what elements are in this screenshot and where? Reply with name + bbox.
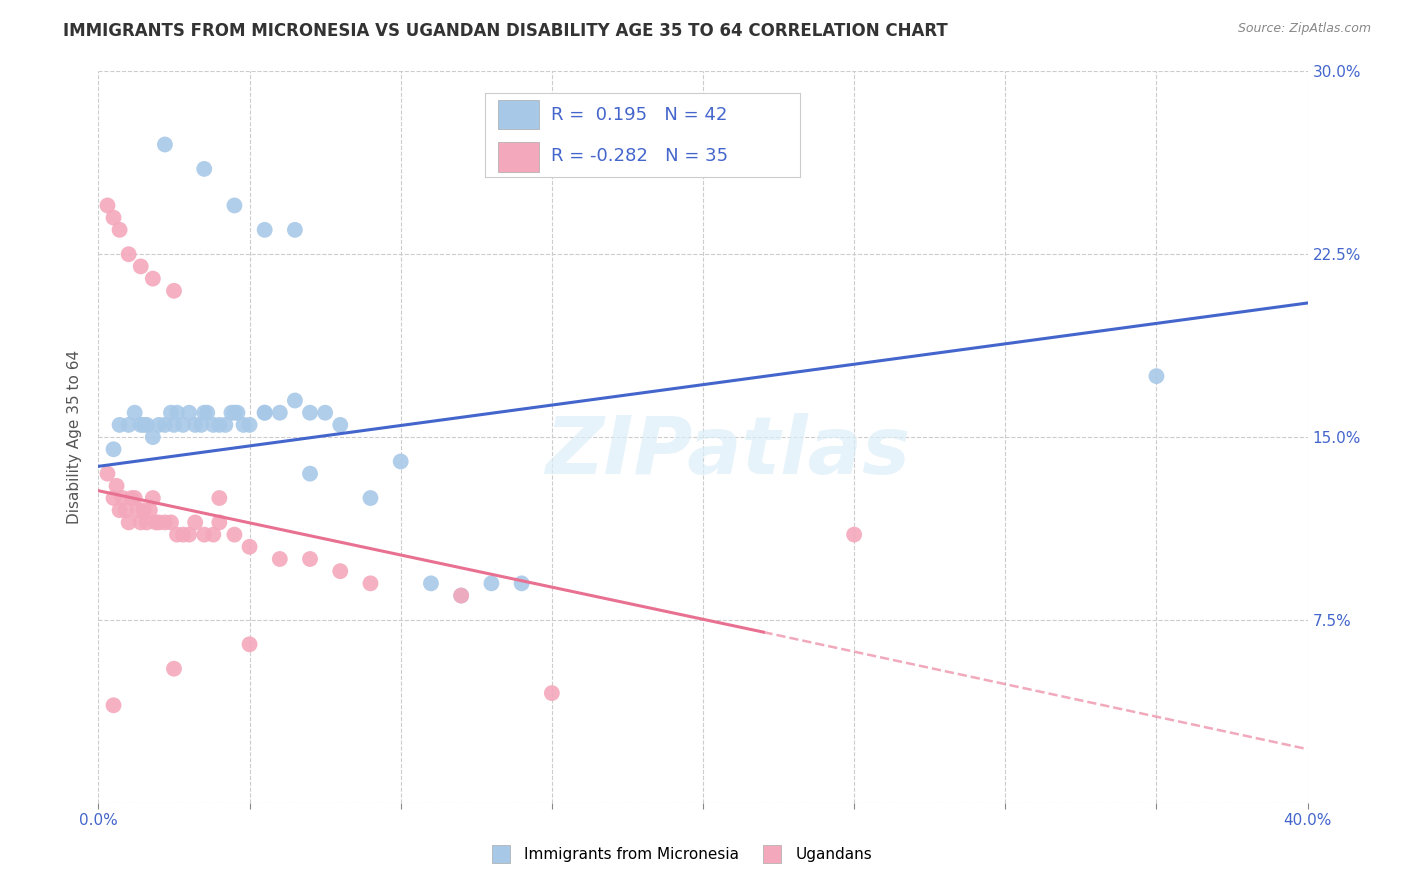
Point	[224, 198, 246, 212]
Y-axis label: Disability Age 35 to 64: Disability Age 35 to 64	[67, 350, 83, 524]
Point	[153, 137, 176, 152]
Point	[139, 503, 162, 517]
Point	[450, 589, 472, 603]
Point	[142, 271, 165, 285]
Point	[129, 260, 152, 274]
Legend: Immigrants from Micronesia, Ugandans: Immigrants from Micronesia, Ugandans	[479, 841, 879, 868]
Point	[269, 406, 291, 420]
Point	[299, 467, 322, 481]
Point	[108, 223, 131, 237]
Point	[481, 576, 503, 591]
Point	[1144, 369, 1167, 384]
Point	[105, 479, 128, 493]
Point	[224, 527, 246, 541]
Point	[135, 417, 157, 432]
Point	[160, 516, 183, 530]
Point	[163, 284, 186, 298]
Point	[129, 516, 152, 530]
Point	[127, 503, 149, 517]
Point	[129, 417, 152, 432]
Point	[148, 417, 170, 432]
Point	[184, 516, 207, 530]
Point	[232, 417, 254, 432]
Point	[118, 247, 141, 261]
Point	[202, 527, 225, 541]
Point	[844, 527, 866, 541]
Point	[153, 417, 176, 432]
Point	[226, 406, 249, 420]
Point	[329, 417, 352, 432]
Point	[124, 406, 146, 420]
Point	[96, 467, 118, 481]
Point	[299, 406, 322, 420]
Point	[103, 698, 125, 713]
Point	[239, 540, 262, 554]
Point	[239, 417, 262, 432]
Point	[284, 393, 307, 408]
Point	[269, 552, 291, 566]
Point	[114, 503, 136, 517]
Point	[221, 406, 243, 420]
Text: Source: ZipAtlas.com: Source: ZipAtlas.com	[1237, 22, 1371, 36]
Point	[172, 527, 194, 541]
Point	[135, 516, 157, 530]
Point	[314, 406, 336, 420]
Point	[208, 491, 231, 505]
Point	[450, 589, 472, 603]
Point	[208, 417, 231, 432]
Point	[118, 516, 141, 530]
Text: IMMIGRANTS FROM MICRONESIA VS UGANDAN DISABILITY AGE 35 TO 64 CORRELATION CHART: IMMIGRANTS FROM MICRONESIA VS UGANDAN DI…	[63, 22, 948, 40]
Point	[360, 491, 382, 505]
Point	[153, 516, 176, 530]
Point	[121, 491, 143, 505]
Point	[299, 552, 322, 566]
Point	[184, 417, 207, 432]
Point	[179, 406, 201, 420]
Text: ZIPatlas: ZIPatlas	[544, 413, 910, 491]
Point	[132, 503, 155, 517]
Point	[132, 417, 155, 432]
Point	[172, 417, 194, 432]
Point	[208, 516, 231, 530]
Point	[284, 223, 307, 237]
Point	[111, 491, 134, 505]
Point	[420, 576, 443, 591]
Point	[224, 406, 246, 420]
Point	[253, 406, 276, 420]
Point	[253, 223, 276, 237]
Point	[239, 637, 262, 651]
Point	[103, 442, 125, 457]
Point	[163, 417, 186, 432]
Point	[193, 406, 215, 420]
Point	[96, 198, 118, 212]
Point	[142, 491, 165, 505]
Point	[166, 406, 188, 420]
Point	[163, 662, 186, 676]
Point	[195, 406, 218, 420]
Point	[360, 576, 382, 591]
Point	[214, 417, 236, 432]
Point	[329, 564, 352, 578]
Point	[148, 516, 170, 530]
Point	[166, 527, 188, 541]
Point	[124, 491, 146, 505]
Point	[253, 406, 276, 420]
Point	[190, 417, 212, 432]
Point	[145, 516, 167, 530]
Point	[103, 491, 125, 505]
Point	[118, 417, 141, 432]
Point	[103, 211, 125, 225]
Point	[193, 527, 215, 541]
Point	[160, 406, 183, 420]
Point	[179, 527, 201, 541]
Point	[193, 161, 215, 176]
Point	[142, 430, 165, 444]
Point	[202, 417, 225, 432]
Point	[108, 503, 131, 517]
Point	[108, 417, 131, 432]
Point	[510, 576, 533, 591]
Point	[389, 454, 412, 468]
Point	[540, 686, 562, 700]
